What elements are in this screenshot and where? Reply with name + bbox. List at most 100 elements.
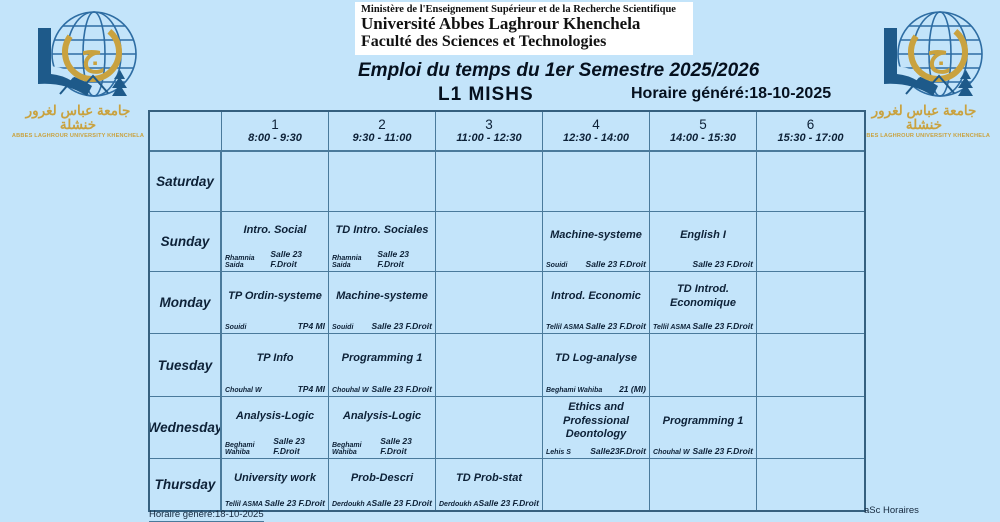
- course-meta: Souidi Salle 23 F.Droit: [329, 321, 435, 333]
- course-room: TP4 MI: [297, 321, 325, 331]
- logo-arabic-name: جامعة عباس لغرور خنشلة: [25, 103, 131, 133]
- course-room: Salle 23 F.Droit: [377, 249, 410, 269]
- course-title: Introd. Economic: [551, 289, 641, 302]
- course-teacher: Chouhal W: [653, 449, 690, 456]
- empty-cell: [650, 152, 757, 212]
- course-meta: Chouhal W Salle 23 F.Droit: [650, 446, 756, 458]
- course-title: TD Prob-stat: [456, 471, 522, 484]
- course-meta: Beghami Wahiba Salle 23 F.Droit: [222, 436, 328, 458]
- corner-cell: [150, 112, 222, 152]
- course-meta: Souidi TP4 MI: [222, 321, 328, 333]
- course-cell: Prob-Descri Derdoukh A Salle 23 F.Droit: [329, 459, 436, 510]
- course-meta: Derdoukh A Salle 23 F.Droit: [329, 498, 435, 510]
- empty-cell: [757, 212, 864, 272]
- course-title: Analysis-Logic: [342, 409, 422, 422]
- course-title: TP Ordin-systeme: [228, 289, 322, 302]
- university-logo-right: ج جامعة عباس لغرور خنشلة ABBES LAGHROUR …: [854, 8, 994, 139]
- page-title: Emploi du temps du 1er Semestre 2025/202…: [358, 60, 760, 81]
- course-title: Intro. Social: [243, 223, 307, 236]
- course-teacher: Beghami Wahiba: [546, 387, 603, 394]
- course-title: TD Log-analyse: [555, 352, 637, 365]
- course-title: TD Intro. Sociales: [335, 223, 429, 236]
- course-room: Salle 23 F.Droit: [270, 249, 303, 269]
- empty-cell: [757, 459, 864, 510]
- empty-cell: [436, 212, 543, 272]
- course-teacher: Tellil ASMA: [653, 324, 691, 331]
- generated-date-label: Horaire généré:18-10-2025: [631, 85, 832, 102]
- course-teacher: Souidi: [546, 262, 568, 269]
- course-room: Salle 23 F.Droit: [585, 321, 646, 331]
- tree-icon: [958, 70, 973, 96]
- logo-arabic-name: جامعة عباس لغرور خنشلة: [871, 103, 977, 133]
- course-title: TP Info: [256, 352, 294, 365]
- course-meta: Tellil ASMA Salle 23 F.Droit: [222, 498, 328, 510]
- slot-time: 14:00 - 15:30: [669, 132, 737, 145]
- slot-time: 8:00 - 9:30: [248, 132, 302, 145]
- course-room: Salle 23 F.Droit: [371, 321, 432, 331]
- course-room: Salle 23 F.Droit: [692, 321, 753, 331]
- empty-cell: [436, 152, 543, 212]
- course-meta: Beghami Wahiba Salle 23 F.Droit: [329, 436, 435, 458]
- course-cell: Analysis-Logic Beghami Wahiba Salle 23 F.D…: [329, 397, 436, 459]
- course-teacher: Beghami Wahiba: [225, 442, 255, 456]
- logo-english-name: ABBES LAGHROUR UNIVERSITY KHENCHELA: [857, 133, 991, 140]
- course-teacher: Derdoukh A: [439, 501, 479, 508]
- book-icon: [38, 28, 92, 96]
- empty-cell: [757, 152, 864, 212]
- course-room: 21 (MI): [619, 384, 646, 394]
- course-teacher: Lehis S: [546, 449, 571, 456]
- course-title: Prob-Descri: [350, 471, 414, 484]
- course-title: Ethics and Professional Deontology: [562, 400, 630, 441]
- course-cell: English I Salle 23 F.Droit: [650, 212, 757, 272]
- university-logo-left: ج جامعة عباس لغرور خنشلة ABBES LAGHROUR …: [8, 8, 148, 139]
- course-title: University work: [234, 471, 316, 484]
- course-room: Salle 23 F.Droit: [380, 436, 412, 456]
- course-room: Salle 23 F.Droit: [371, 384, 432, 394]
- empty-cell: [650, 459, 757, 510]
- course-cell: TP Info Chouhal W TP4 MI: [222, 334, 329, 397]
- course-room: Salle 23 F.Droit: [692, 259, 753, 269]
- course-meta: Rhamnia Saida Salle 23 F.Droit: [329, 249, 435, 271]
- day-label: Sunday: [150, 212, 222, 272]
- course-meta: Tellil ASMA Salle 23 F.Droit: [650, 321, 756, 333]
- slot-header: 6 15:30 - 17:00: [757, 112, 864, 152]
- slot-header: 1 8:00 - 9:30: [222, 112, 329, 152]
- empty-cell: [436, 272, 543, 334]
- course-cell: TD Log-analyse Beghami Wahiba 21 (MI): [543, 334, 650, 397]
- mountains-icon: [59, 74, 109, 95]
- course-teacher: Chouhal W: [225, 387, 262, 394]
- course-cell: Programming 1 Chouhal W Salle 23 F.Droit: [329, 334, 436, 397]
- course-meta: Tellil ASMA Salle 23 F.Droit: [543, 321, 649, 333]
- course-title: TD Introd. Economique: [669, 282, 736, 309]
- empty-cell: [329, 152, 436, 212]
- arabic-letter-icon: ج: [927, 35, 950, 74]
- slot-header: 3 11:00 - 12:30: [436, 112, 543, 152]
- course-teacher: Tellil ASMA: [225, 501, 263, 508]
- course-teacher: Beghami Wahiba: [332, 442, 362, 456]
- course-teacher: Souidi: [225, 324, 247, 331]
- course-meta: Rhamnia Saida Salle 23 F.Droit: [222, 249, 328, 271]
- course-title: Programming 1: [662, 414, 744, 427]
- arabic-letter-icon: ج: [81, 35, 104, 74]
- empty-cell: [543, 459, 650, 510]
- slot-header: 2 9:30 - 11:00: [329, 112, 436, 152]
- mountains-icon: [905, 74, 955, 95]
- day-label: Monday: [150, 272, 222, 334]
- day-label: Thursday: [150, 459, 222, 510]
- course-teacher: Derdoukh A: [332, 501, 372, 508]
- course-cell: Machine-systeme Souidi Salle 23 F.Droit: [543, 212, 650, 272]
- course-meta: Beghami Wahiba 21 (MI): [543, 384, 649, 396]
- slot-time: 12:30 - 14:00: [562, 132, 630, 145]
- slot-time: 9:30 - 11:00: [352, 132, 412, 145]
- slot-header: 5 14:00 - 15:30: [650, 112, 757, 152]
- course-cell: Programming 1 Chouhal W Salle 23 F.Droit: [650, 397, 757, 459]
- book-icon: [884, 28, 938, 96]
- ministry-line: Ministère de l'Enseignement Supérieur et…: [361, 4, 676, 15]
- slot-header: 4 12:30 - 14:00: [543, 112, 650, 152]
- course-teacher: Rhamnia Saida: [332, 255, 362, 269]
- footer-software-credit: aSc Horaires: [864, 505, 919, 516]
- course-teacher: Souidi: [332, 324, 354, 331]
- group-label: L1 MISHS: [438, 84, 534, 105]
- day-label: Saturday: [150, 152, 222, 212]
- slot-number: 1: [271, 116, 279, 132]
